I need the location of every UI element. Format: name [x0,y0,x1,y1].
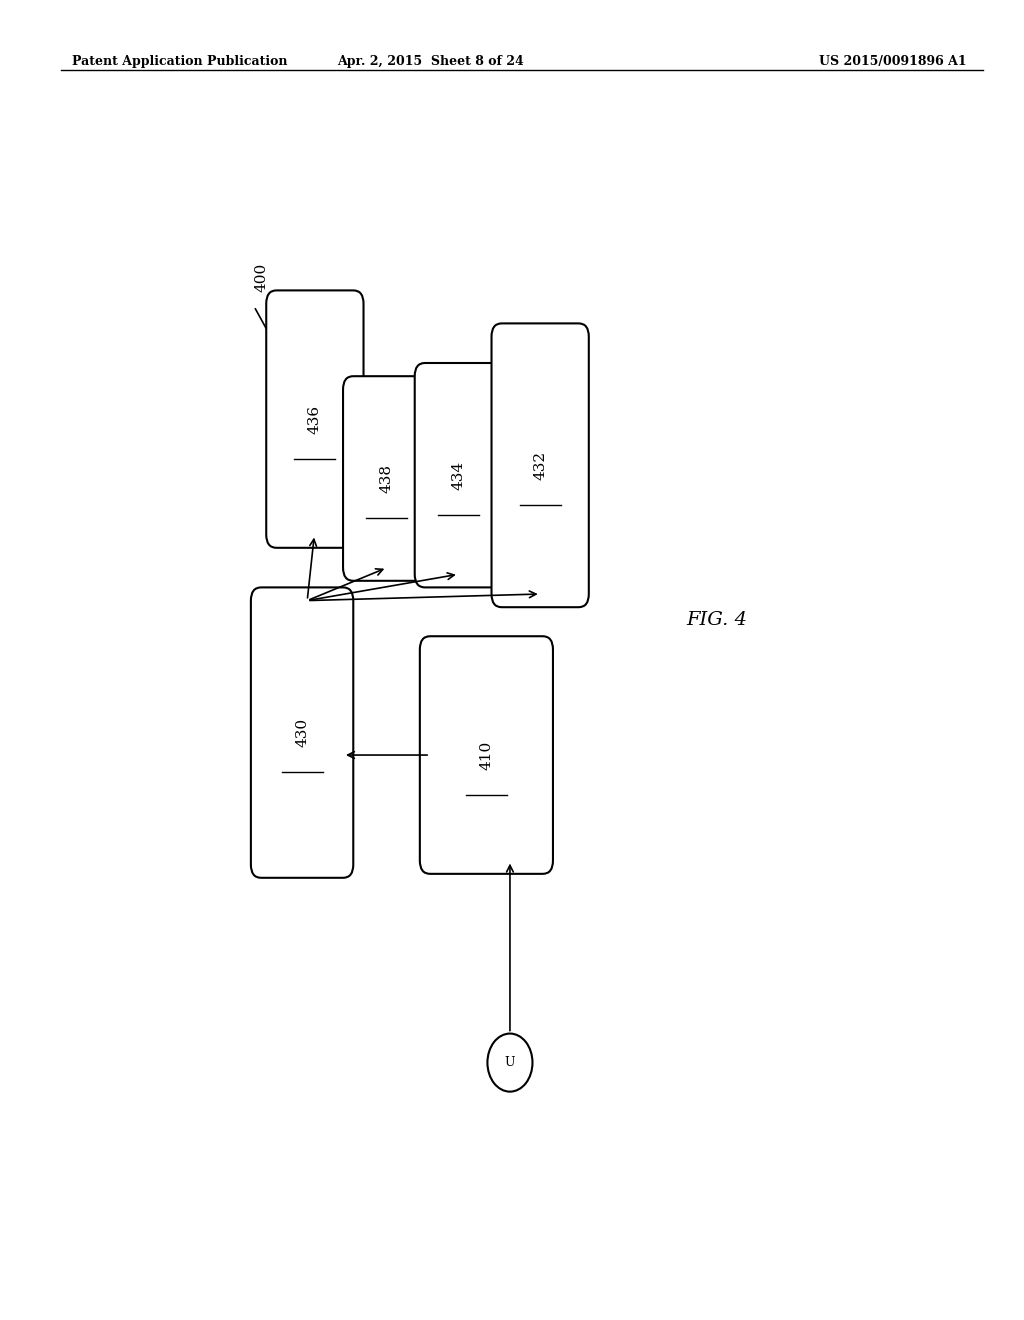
FancyBboxPatch shape [251,587,353,878]
Text: 438: 438 [380,465,393,492]
Text: 400: 400 [254,263,268,292]
Text: Apr. 2, 2015  Sheet 8 of 24: Apr. 2, 2015 Sheet 8 of 24 [337,55,523,69]
Text: 410: 410 [479,741,494,770]
Text: 434: 434 [452,461,465,490]
Text: Patent Application Publication: Patent Application Publication [72,55,287,69]
Text: 430: 430 [295,718,309,747]
FancyBboxPatch shape [492,323,589,607]
Text: 432: 432 [534,450,547,480]
FancyBboxPatch shape [415,363,502,587]
Text: 436: 436 [308,404,322,434]
Text: US 2015/0091896 A1: US 2015/0091896 A1 [819,55,967,69]
FancyBboxPatch shape [343,376,430,581]
Circle shape [487,1034,532,1092]
Text: FIG. 4: FIG. 4 [686,611,748,630]
FancyBboxPatch shape [266,290,364,548]
Text: U: U [505,1056,515,1069]
FancyBboxPatch shape [420,636,553,874]
